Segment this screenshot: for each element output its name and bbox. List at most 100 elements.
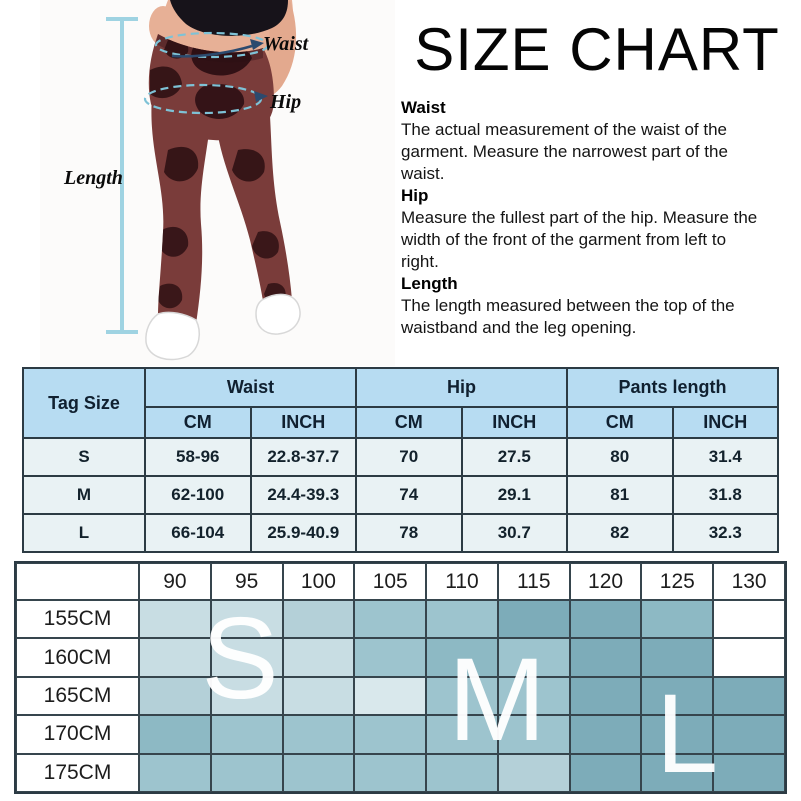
grid-row-header: 165CM [16,676,139,716]
fit-cell [713,753,785,792]
fit-cell [210,676,283,716]
grid-col-header: 120 [569,563,642,600]
fit-cell [713,638,785,677]
fit-cell [426,638,498,677]
hip-label: Hip [270,91,302,113]
length-label: Length [64,167,123,189]
waist-arrowhead [250,39,264,50]
waist-arrow [171,44,253,58]
grid-col-header: 90 [139,563,211,600]
fit-cell [354,715,427,754]
size-cell: 80 [566,437,674,477]
group-header: Waist [144,367,357,408]
size-cell: 24.4-39.3 [249,475,357,515]
fit-cell [641,715,714,754]
size-table-head: Tag Size Waist Hip Pants length CM INCH CM INCH… [22,367,779,439]
fit-cell [282,676,355,716]
size-cell: 25.9-40.9 [249,513,357,553]
hip-arrowhead [254,91,268,102]
measurement-definitions: Waist The actual measurement of the wais… [401,97,759,339]
fit-cell [497,753,570,792]
fit-cell [210,715,283,754]
definition-body-waist: The actual measurement of the waist of t… [401,120,728,183]
fit-cell [641,676,714,716]
leggings-illustration [40,0,395,366]
size-cell: 74 [355,475,463,515]
size-cell: 66-104 [144,513,252,553]
page-title: SIZE CHART [414,16,780,83]
definition-heading-waist: Waist [401,98,446,117]
fit-cell [139,600,211,639]
fit-cell [139,715,211,754]
unit-header: CM [355,406,463,439]
fit-cell [569,676,642,716]
fit-cell [641,600,714,639]
fit-cell [282,600,355,639]
fit-cell [569,638,642,677]
fit-cell [641,753,714,792]
size-cell: 31.4 [671,437,779,477]
fit-cell [139,753,211,792]
unit-header: INCH [249,406,357,439]
left-sneaker [145,311,201,361]
waist-ellipse [154,31,270,59]
grid-col-header: 115 [497,563,570,600]
size-cell: 27.5 [460,437,568,477]
sports-top [170,0,288,36]
size-cell: 32.3 [671,513,779,553]
tag-size-header: Tag Size [22,367,146,439]
size-cell: 31.8 [671,475,779,515]
group-header: Pants length [566,367,779,408]
leggings-photo: Waist Hip Length [0,0,395,366]
fit-cell [210,600,283,639]
size-cell: 22.8-37.7 [249,437,357,477]
grid-col-header: 110 [426,563,498,600]
table-row: M 62-100 24.4-39.3 74 29.1 81 31.8 [22,475,779,515]
definition-body-hip: Measure the fullest part of the hip. Mea… [401,208,758,271]
fit-cell [210,753,283,792]
fit-cell [641,638,714,677]
fit-cell [569,600,642,639]
unit-header: CM [566,406,674,439]
definition-heading-length: Length [401,274,458,293]
fit-cell [426,676,498,716]
size-cell: 62-100 [144,475,252,515]
size-cell: 29.1 [460,475,568,515]
fit-cell [426,600,498,639]
fit-cell [569,753,642,792]
fit-cell [497,715,570,754]
fit-cell [426,715,498,754]
size-label: M [22,475,146,515]
grid-row-header: 175CM [16,753,139,792]
fit-cell [139,638,211,677]
grid-col-header: 130 [713,563,785,600]
fit-cell [354,676,427,716]
unit-header: CM [144,406,252,439]
fit-cell [354,753,427,792]
right-sneaker [255,293,301,335]
grid-row-header: 160CM [16,638,139,677]
fit-cell [713,600,785,639]
fit-cell [497,638,570,677]
size-cell: 81 [566,475,674,515]
grid-col-header: 125 [641,563,714,600]
group-header: Hip [355,367,568,408]
grid-corner-cell [16,563,139,600]
grid-row-header: 170CM [16,715,139,754]
grid-row-header: 155CM [16,600,139,639]
fit-cell [497,676,570,716]
fit-cell [354,600,427,639]
size-table: Tag Size Waist Hip Pants length CM INCH CM INCH… [22,367,779,553]
size-label: S [22,437,146,477]
grid-col-header: 95 [210,563,283,600]
fit-cell [497,600,570,639]
fit-cell [139,676,211,716]
grid-col-header: 100 [282,563,355,600]
fit-cell [713,715,785,754]
fit-cell [282,638,355,677]
fit-cell [713,676,785,716]
fit-cell [282,715,355,754]
fit-cell [210,638,283,677]
table-row: L 66-104 25.9-40.9 78 30.7 82 32.3 [22,513,779,553]
